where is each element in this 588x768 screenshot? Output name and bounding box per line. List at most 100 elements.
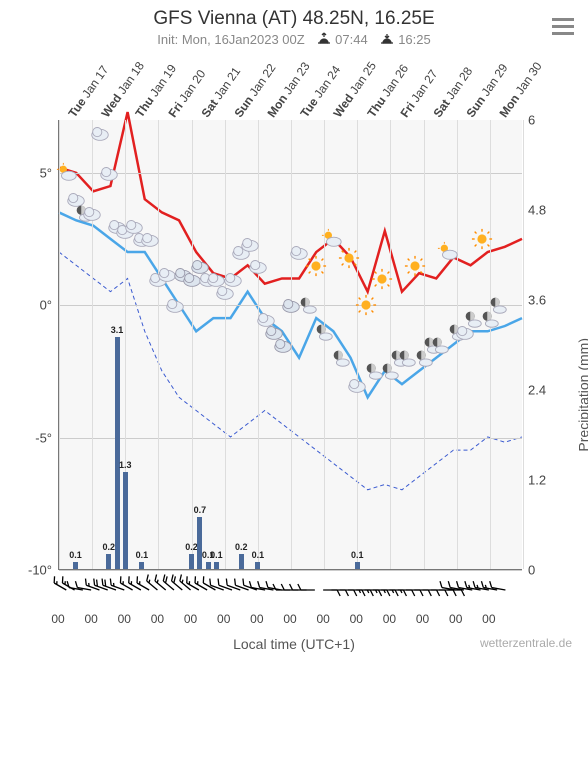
weather-icon [98, 162, 120, 184]
gridline-v [357, 120, 358, 569]
y-left-tick: -5° [28, 430, 52, 445]
gridline-v [258, 120, 259, 569]
gridline-v [59, 120, 60, 569]
init-text: Init: Mon, 16Jan2023 00Z [157, 32, 304, 47]
precip-label: 0.1 [136, 550, 149, 560]
precip-label: 0.1 [210, 550, 223, 560]
weather-icon [56, 162, 78, 184]
precip-label: 0.1 [252, 550, 265, 560]
x-tick: 00 [51, 612, 64, 626]
gridline-v [523, 120, 524, 569]
sunset-icon [379, 32, 395, 49]
wind-barb [52, 576, 70, 590]
precip-bar [123, 472, 128, 570]
weather-icon [437, 241, 459, 263]
x-tick: 00 [250, 612, 263, 626]
precip-bar [115, 337, 120, 570]
y-left-tick: 0° [28, 298, 52, 313]
precip-bar [189, 554, 194, 569]
wind-barb [83, 579, 101, 590]
x-tick: 00 [84, 612, 97, 626]
x-tick: 00 [416, 612, 429, 626]
attribution: wetterzentrale.de [480, 636, 572, 650]
precip-bar [197, 517, 202, 570]
weather-icon [222, 268, 244, 290]
gridline-v [324, 120, 325, 569]
gridline-v [192, 120, 193, 569]
wind-barb [323, 590, 340, 596]
gridline-v [92, 120, 93, 569]
x-tick: 00 [383, 612, 396, 626]
precip-bar [73, 562, 78, 570]
precip-label: 3.1 [111, 325, 124, 335]
x-tick: 00 [482, 612, 495, 626]
gridline-v [158, 120, 159, 569]
weather-icon [89, 122, 111, 144]
date-axis: Tue Jan 17Wed Jan 18Thu Jan 19Fri Jan 20… [58, 50, 522, 120]
precip-label: 0.7 [194, 505, 207, 515]
wind-barb [208, 579, 226, 590]
y-right-tick: 4.8 [528, 203, 546, 218]
x-tick: 00 [449, 612, 462, 626]
page-title: GFS Vienna (AT) 48.25N, 16.25E [0, 8, 588, 30]
y-left-tick: 5° [28, 165, 52, 180]
y-left-tick: -10° [28, 563, 52, 578]
weather-icon [164, 294, 186, 316]
chart-area: 0.10.23.11.30.10.20.70.10.10.20.10.1 [58, 120, 522, 570]
x-tick: 00 [184, 612, 197, 626]
init-line: Init: Mon, 16Jan2023 00Z 07:44 16:25 [0, 32, 588, 49]
x-tick: 00 [316, 612, 329, 626]
precip-label: 0.1 [69, 550, 82, 560]
precip-label: 0.2 [102, 542, 115, 552]
y-axis-left: 5°0°-5°-10° [28, 120, 56, 570]
weather-icon [330, 347, 352, 369]
y-right-tick: 6 [528, 113, 535, 128]
precip-bar [206, 562, 211, 570]
x-tick: 00 [283, 612, 296, 626]
weather-icon [297, 294, 319, 316]
weather-icon [371, 268, 393, 290]
y-right-tick: 3.6 [528, 293, 546, 308]
wind-barb [184, 576, 202, 590]
header: GFS Vienna (AT) 48.25N, 16.25E Init: Mon… [0, 0, 588, 49]
gridline-v [225, 120, 226, 569]
y-axis-right: 64.83.62.41.20 [524, 120, 554, 570]
precip-label: 0.2 [185, 542, 198, 552]
y-right-tick: 2.4 [528, 383, 546, 398]
gridline-v [457, 120, 458, 569]
weather-icon [355, 294, 377, 316]
weather-icon [239, 233, 261, 255]
gridline-v [490, 120, 491, 569]
wind-barb [298, 584, 315, 590]
gridline-v [390, 120, 391, 569]
weather-icon [139, 228, 161, 250]
weather-icon [313, 321, 335, 343]
wind-barbs [58, 570, 522, 610]
precip-bar [139, 562, 144, 570]
x-tick: 00 [151, 612, 164, 626]
y-right-tick: 1.2 [528, 473, 546, 488]
sunrise-time: 07:44 [335, 32, 368, 47]
meteogram-container: GFS Vienna (AT) 48.25N, 16.25E Init: Mon… [0, 0, 588, 768]
weather-icon [404, 255, 426, 277]
y-right-label: Precipitation (mm) [576, 338, 588, 452]
weather-icon [81, 202, 103, 224]
precip-bar [239, 554, 244, 569]
precip-bar [106, 554, 111, 569]
precip-label: 1.3 [119, 460, 132, 470]
sunrise-icon [316, 32, 332, 49]
precip-label: 0.1 [351, 550, 364, 560]
menu-icon[interactable] [552, 14, 574, 39]
x-tick: 00 [118, 612, 131, 626]
precip-bar [214, 562, 219, 570]
precip-bar [355, 562, 360, 570]
precip-bar [255, 562, 260, 570]
weather-icon [487, 294, 509, 316]
weather-icon [305, 255, 327, 277]
precip-label: 0.2 [235, 542, 248, 552]
sunset-time: 16:25 [398, 32, 431, 47]
weather-icon [247, 255, 269, 277]
wind-barb [144, 574, 161, 590]
weather-icon [338, 247, 360, 269]
y-right-tick: 0 [528, 563, 535, 578]
